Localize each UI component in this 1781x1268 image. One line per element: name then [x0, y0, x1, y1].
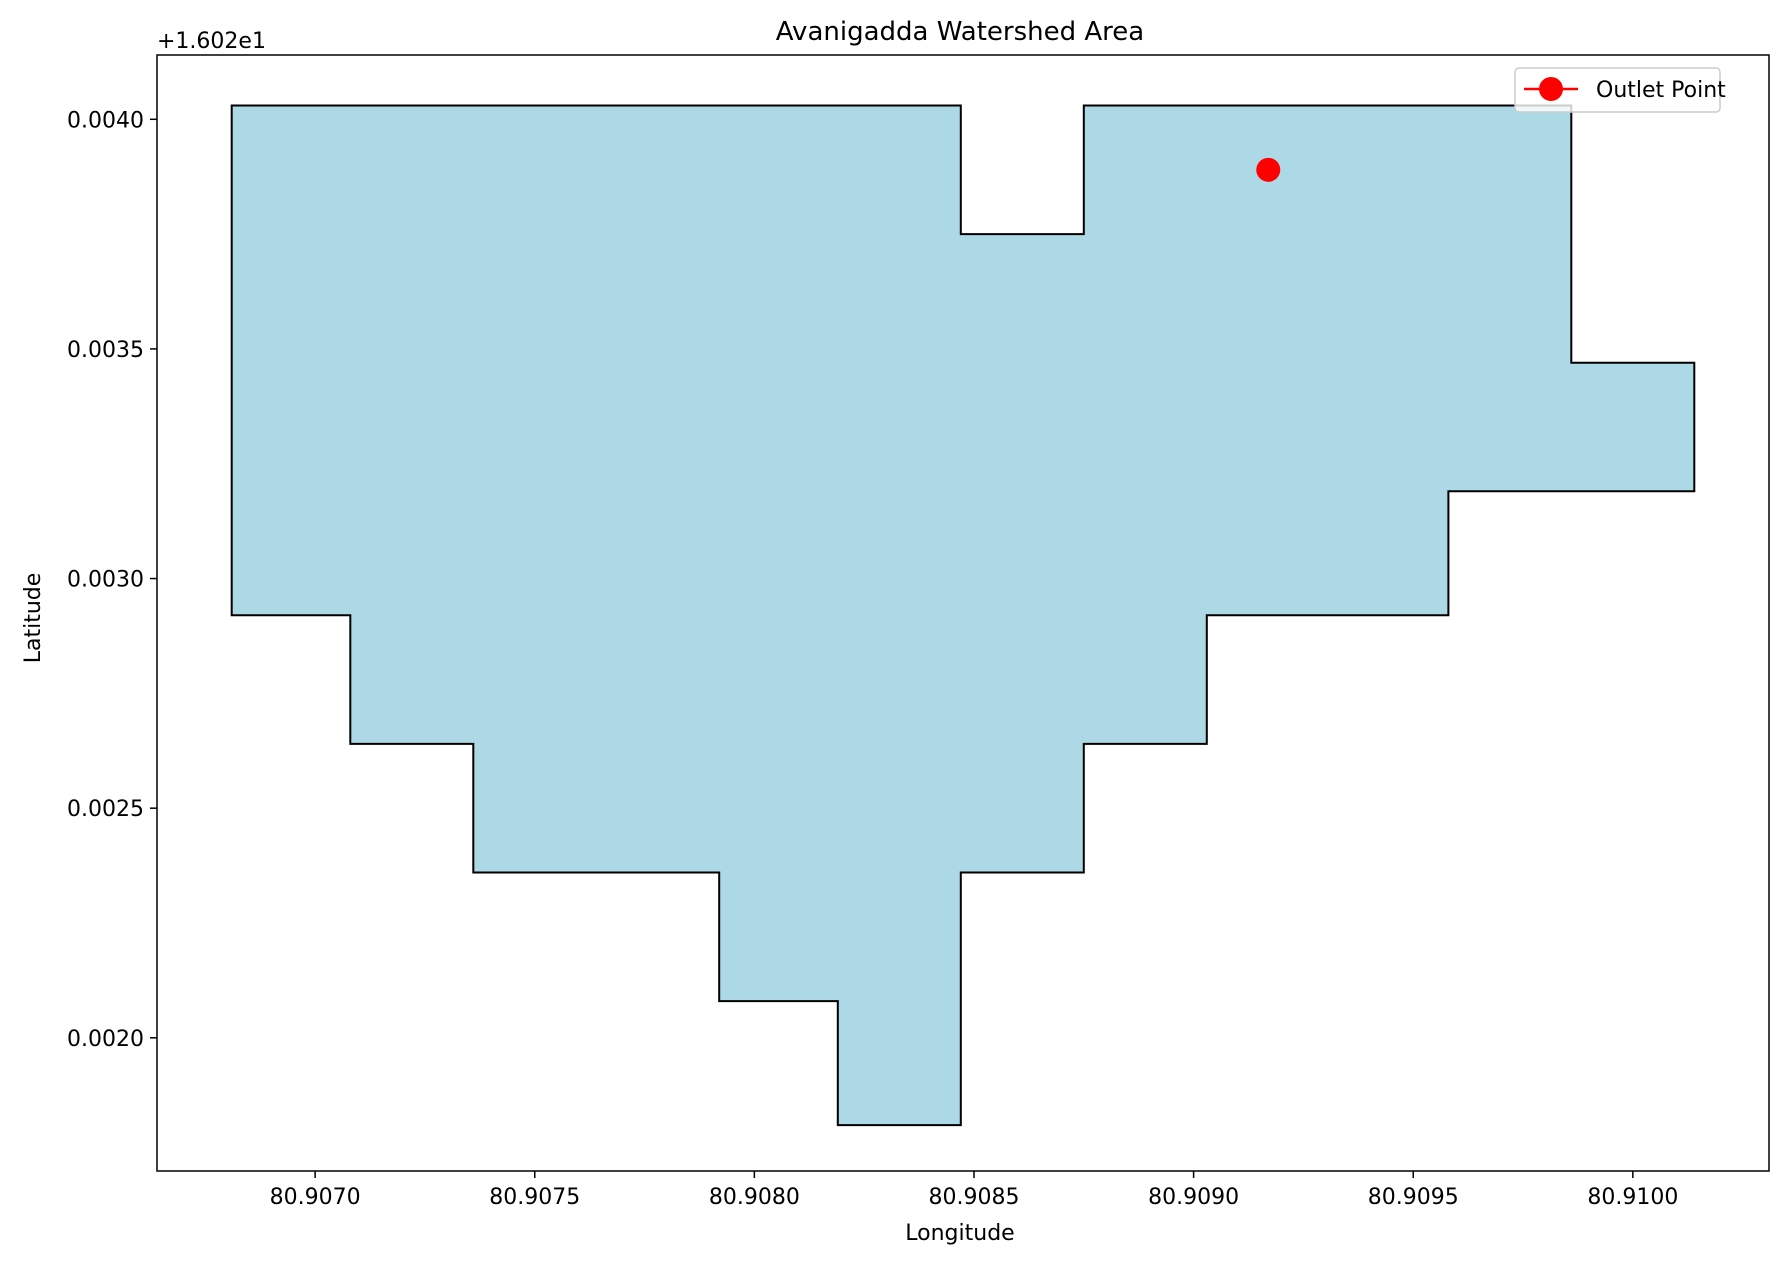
x-tick-label: 80.9085 [928, 1185, 1019, 1210]
y-tick-label: 0.0035 [67, 338, 144, 363]
chart-title: Avanigadda Watershed Area [776, 17, 1144, 47]
legend: Outlet Point [1514, 67, 1726, 113]
x-tick-label: 80.9100 [1587, 1185, 1678, 1210]
y-tick-label: 0.0030 [67, 568, 144, 593]
y-tick-label: 0.0040 [67, 108, 144, 133]
legend-point-marker [1539, 77, 1563, 101]
x-tick-label: 80.9095 [1368, 1185, 1459, 1210]
x-tick-label: 80.9080 [709, 1185, 800, 1210]
y-axis-label: Latitude [21, 573, 46, 664]
x-tick-label: 80.9075 [489, 1185, 580, 1210]
plot-area [230, 104, 1696, 1127]
watershed-polygon [230, 104, 1696, 1127]
outlet-point-marker [1256, 157, 1281, 182]
x-tick-label: 80.9090 [1148, 1185, 1239, 1210]
axes-frame [156, 54, 1770, 1172]
y-offset-label: +1.602e1 [157, 29, 266, 54]
x-axis-label: Longitude [905, 1221, 1014, 1246]
legend-label-outlet-point: Outlet Point [1596, 78, 1726, 103]
y-tick-label: 0.0025 [67, 797, 144, 822]
legend-box [1514, 67, 1721, 113]
y-tick-label: 0.0020 [67, 1027, 144, 1052]
axes: 80.9070 80.9075 80.9080 80.9085 80.9090 80.90… [67, 54, 1770, 1210]
x-tick-label: 80.9070 [270, 1185, 361, 1210]
